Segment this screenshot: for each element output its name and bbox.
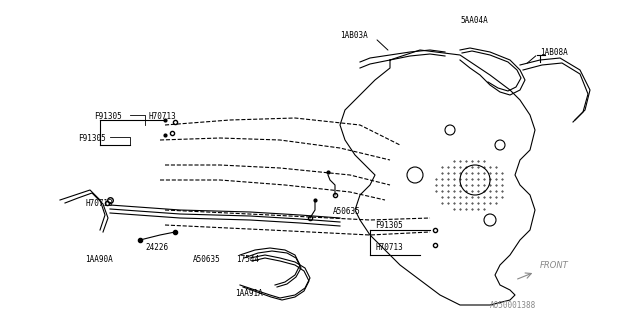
Text: FRONT: FRONT	[540, 261, 569, 270]
Text: H70713: H70713	[148, 111, 176, 121]
Text: 17544: 17544	[236, 255, 259, 265]
Text: 24226: 24226	[145, 243, 168, 252]
Text: A050001388: A050001388	[490, 301, 536, 310]
Text: F91305: F91305	[78, 133, 106, 142]
Text: 1AB03A: 1AB03A	[340, 30, 368, 39]
Text: A50635: A50635	[193, 255, 221, 265]
Text: F91305: F91305	[94, 111, 122, 121]
Text: A50635: A50635	[333, 207, 361, 217]
Text: 5AA04A: 5AA04A	[460, 15, 488, 25]
Text: H70713: H70713	[85, 198, 113, 207]
Text: 1AA90A: 1AA90A	[85, 255, 113, 265]
Text: F91305: F91305	[375, 221, 403, 230]
Text: H70713: H70713	[375, 244, 403, 252]
Text: 1AA91A: 1AA91A	[235, 289, 263, 298]
Text: 1AB08A: 1AB08A	[540, 47, 568, 57]
